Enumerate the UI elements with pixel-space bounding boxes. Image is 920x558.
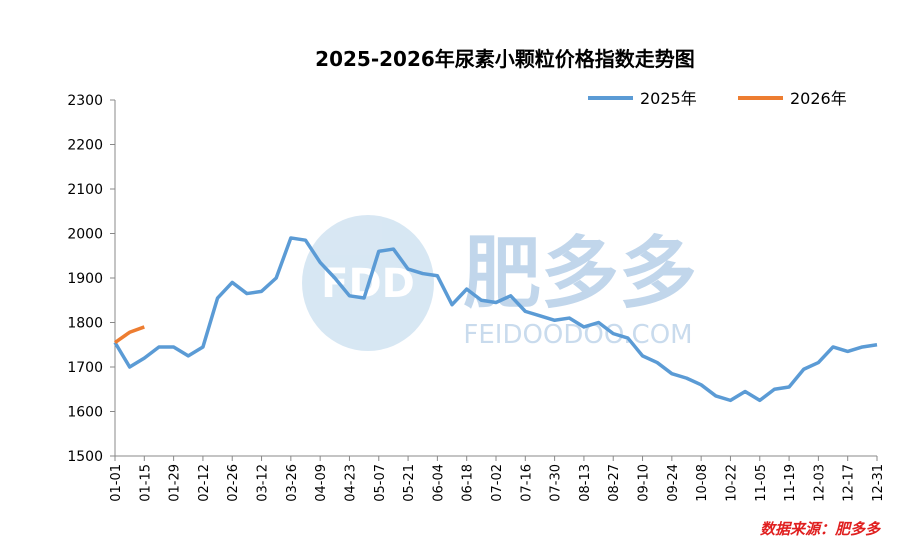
x-tick-label: 12-03 <box>812 464 827 502</box>
x-tick-label: 04-23 <box>343 464 358 502</box>
x-tick-label: 12-17 <box>842 464 857 502</box>
x-tick-label: 11-19 <box>783 464 798 502</box>
source: 数据来源：肥多多 <box>760 520 881 538</box>
series-line <box>113 236 878 403</box>
x-tick-label: 07-02 <box>490 464 505 502</box>
x-tick-label: 03-12 <box>256 464 271 502</box>
x-tick-label: 12-31 <box>871 464 886 502</box>
watermark: FDD 肥多多 FEIDOODOO.COM <box>302 215 697 351</box>
x-tick-label: 11-05 <box>754 464 769 502</box>
x-tick-label: 08-13 <box>578 464 593 502</box>
x-tick-label: 04-09 <box>314 464 329 502</box>
y-tick-label: 1700 <box>67 360 103 376</box>
x-tick-label: 08-27 <box>607 464 622 502</box>
x-tick-label: 02-12 <box>197 464 212 502</box>
x-tick-label: 03-26 <box>285 464 300 502</box>
watermark-name: 肥多多 <box>463 229 697 319</box>
x-tick-label: 05-21 <box>402 464 417 502</box>
series-line <box>113 325 145 344</box>
x-tick-label: 01-29 <box>168 464 183 502</box>
x-tick-label: 02-26 <box>226 464 241 502</box>
y-tick-label: 2000 <box>67 227 103 243</box>
chart-title: 2025-2026年尿素小颗粒价格指数走势图 <box>315 47 695 71</box>
y-tick-label: 1600 <box>67 405 103 421</box>
y-tick-label: 1500 <box>67 449 103 465</box>
x-tick-label: 06-18 <box>461 464 476 502</box>
x-tick-label: 01-15 <box>138 464 153 502</box>
y-tick-label: 2300 <box>67 93 103 109</box>
x-tick-label: 10-22 <box>724 464 739 502</box>
legend-label: 2026年 <box>790 89 847 108</box>
x-tick-label: 10-08 <box>695 464 710 502</box>
x-tick-label: 01-01 <box>109 464 124 502</box>
x-tick-label: 09-10 <box>637 464 652 502</box>
x-tick-label: 09-24 <box>666 464 681 502</box>
y-tick-label: 1900 <box>67 271 103 287</box>
x-tick-label: 07-16 <box>519 464 534 502</box>
y-tick-label: 2100 <box>67 182 103 198</box>
y-tick-label: 1800 <box>67 316 103 332</box>
x-tick-label: 05-07 <box>373 464 388 502</box>
x-tick-label: 07-30 <box>549 464 564 502</box>
y-tick-label: 2200 <box>67 138 103 154</box>
legend-label: 2025年 <box>640 89 697 108</box>
x-tick-label: 06-04 <box>431 464 446 502</box>
